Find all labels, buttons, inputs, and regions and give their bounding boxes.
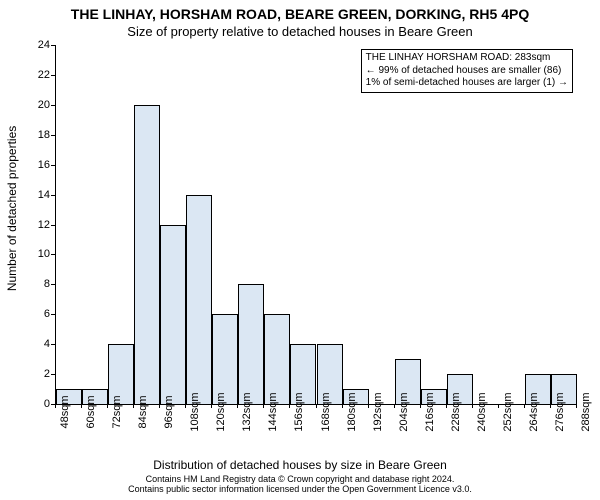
y-tick-label: 22 bbox=[30, 69, 50, 81]
y-tick-label: 14 bbox=[30, 189, 50, 201]
x-tick-label: 204sqm bbox=[398, 392, 410, 431]
y-tick-mark bbox=[51, 374, 55, 375]
y-tick-mark bbox=[51, 135, 55, 136]
x-tick-mark bbox=[263, 404, 264, 408]
annotation-line: ← 99% of detached houses are smaller (86… bbox=[366, 65, 568, 78]
histogram-bar bbox=[238, 284, 264, 404]
x-tick-label: 156sqm bbox=[293, 392, 305, 431]
x-tick-mark bbox=[446, 404, 447, 408]
x-axis-label: Distribution of detached houses by size … bbox=[0, 458, 600, 472]
x-tick-mark bbox=[368, 404, 369, 408]
x-tick-mark bbox=[107, 404, 108, 408]
y-tick-label: 12 bbox=[30, 219, 50, 231]
x-tick-label: 96sqm bbox=[163, 395, 175, 428]
x-tick-mark bbox=[498, 404, 499, 408]
chart-footer: Contains HM Land Registry data © Crown c… bbox=[0, 474, 600, 495]
y-tick-mark bbox=[51, 45, 55, 46]
y-axis-label: Number of detached properties bbox=[5, 126, 19, 291]
y-tick-label: 4 bbox=[30, 338, 50, 350]
x-tick-label: 288sqm bbox=[580, 392, 592, 431]
chart-container: THE LINHAY, HORSHAM ROAD, BEARE GREEN, D… bbox=[0, 0, 600, 500]
x-tick-label: 252sqm bbox=[502, 392, 514, 431]
annotation-box: THE LINHAY HORSHAM ROAD: 283sqm ← 99% of… bbox=[361, 49, 573, 93]
annotation-line: THE LINHAY HORSHAM ROAD: 283sqm bbox=[366, 52, 568, 65]
x-tick-label: 168sqm bbox=[320, 392, 332, 431]
x-tick-mark bbox=[185, 404, 186, 408]
x-tick-mark bbox=[211, 404, 212, 408]
x-tick-mark bbox=[133, 404, 134, 408]
x-tick-label: 72sqm bbox=[111, 395, 123, 428]
x-tick-label: 180sqm bbox=[346, 392, 358, 431]
histogram-bar bbox=[212, 314, 238, 404]
x-tick-label: 144sqm bbox=[267, 392, 279, 431]
y-tick-label: 18 bbox=[30, 129, 50, 141]
y-tick-label: 16 bbox=[30, 159, 50, 171]
histogram-bar bbox=[186, 195, 212, 404]
y-tick-label: 20 bbox=[30, 99, 50, 111]
x-tick-label: 240sqm bbox=[476, 392, 488, 431]
x-tick-label: 108sqm bbox=[189, 392, 201, 431]
x-tick-label: 228sqm bbox=[450, 392, 462, 431]
chart-title: THE LINHAY, HORSHAM ROAD, BEARE GREEN, D… bbox=[0, 6, 600, 22]
y-tick-mark bbox=[51, 165, 55, 166]
x-tick-mark bbox=[472, 404, 473, 408]
y-tick-mark bbox=[51, 225, 55, 226]
y-tick-label: 10 bbox=[30, 248, 50, 260]
y-tick-label: 2 bbox=[30, 368, 50, 380]
x-tick-label: 216sqm bbox=[424, 392, 436, 431]
x-tick-label: 48sqm bbox=[59, 395, 71, 428]
x-tick-mark bbox=[316, 404, 317, 408]
y-tick-mark bbox=[51, 284, 55, 285]
footer-line: Contains public sector information licen… bbox=[128, 484, 472, 494]
y-tick-mark bbox=[51, 314, 55, 315]
y-tick-mark bbox=[51, 344, 55, 345]
x-tick-mark bbox=[289, 404, 290, 408]
chart-subtitle: Size of property relative to detached ho… bbox=[0, 24, 600, 39]
x-tick-mark bbox=[159, 404, 160, 408]
y-tick-label: 6 bbox=[30, 308, 50, 320]
x-tick-mark bbox=[394, 404, 395, 408]
x-tick-mark bbox=[420, 404, 421, 408]
x-tick-mark bbox=[342, 404, 343, 408]
x-tick-label: 132sqm bbox=[241, 392, 253, 431]
x-tick-mark bbox=[550, 404, 551, 408]
x-tick-mark bbox=[81, 404, 82, 408]
y-tick-mark bbox=[51, 75, 55, 76]
x-tick-mark bbox=[576, 404, 577, 408]
plot-area: THE LINHAY HORSHAM ROAD: 283sqm ← 99% of… bbox=[55, 45, 577, 405]
x-tick-label: 120sqm bbox=[215, 392, 227, 431]
x-tick-label: 192sqm bbox=[372, 392, 384, 431]
x-tick-mark bbox=[237, 404, 238, 408]
y-tick-mark bbox=[51, 105, 55, 106]
y-tick-label: 8 bbox=[30, 278, 50, 290]
annotation-line: 1% of semi-detached houses are larger (1… bbox=[366, 77, 568, 90]
x-tick-mark bbox=[55, 404, 56, 408]
histogram-bar bbox=[264, 314, 290, 404]
x-tick-label: 60sqm bbox=[85, 395, 97, 428]
x-tick-mark bbox=[524, 404, 525, 408]
y-tick-mark bbox=[51, 195, 55, 196]
histogram-bar bbox=[160, 225, 186, 405]
x-tick-label: 84sqm bbox=[137, 395, 149, 428]
y-tick-mark bbox=[51, 254, 55, 255]
x-tick-label: 276sqm bbox=[554, 392, 566, 431]
y-tick-label: 0 bbox=[30, 398, 50, 410]
footer-line: Contains HM Land Registry data © Crown c… bbox=[146, 474, 455, 484]
y-tick-label: 24 bbox=[30, 39, 50, 51]
x-tick-label: 264sqm bbox=[528, 392, 540, 431]
histogram-bar bbox=[134, 105, 160, 404]
